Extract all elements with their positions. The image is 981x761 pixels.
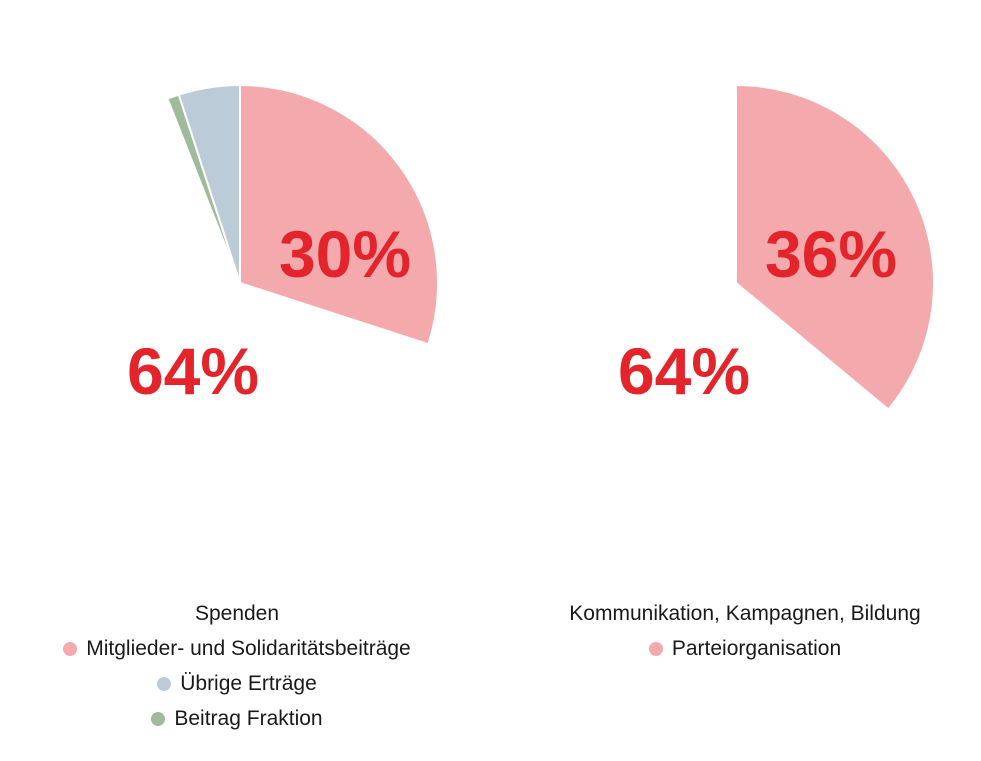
slice-parteiorganisation (735, 83, 935, 411)
legend-label: Kommunikation, Kampagnen, Bildung (569, 602, 921, 625)
pie-right: 36% 64% (618, 83, 935, 411)
legend-item-fraktion: Beitrag Fraktion (7, 701, 467, 736)
legend-dot-blue (157, 677, 172, 691)
legend-label: Parteiorganisation (671, 637, 842, 660)
pie-left-label-64: 64% (127, 334, 259, 408)
legend-item-parteiorganisation: Parteiorganisation (515, 631, 975, 666)
legend-item-mitglieder: Mitglieder- und Solidaritätsbeiträge (7, 631, 467, 666)
pie-right-label-36: 36% (765, 217, 897, 291)
legend-label: Mitglieder- und Solidaritätsbeiträge (86, 637, 411, 660)
pie-left-label-30: 30% (279, 217, 411, 291)
legend-right: Kommunikation, Kampagnen, Bildung Partei… (515, 596, 975, 666)
legend-left: Spenden Mitglieder- und Solidaritätsbeit… (7, 596, 467, 736)
legend-item-spenden: Spenden (7, 596, 467, 631)
legend-dot-pink (63, 642, 78, 656)
slice-mitgliederbeitraege (239, 83, 439, 346)
legend-dot-pink (648, 642, 663, 656)
pie-left: 30% 64% (127, 83, 439, 408)
legend-label: Übrige Erträge (180, 672, 317, 695)
legend-dot-green (151, 712, 166, 726)
legend-item-uebrige: Übrige Erträge (7, 666, 467, 701)
slice-uebrige-ertraege (177, 83, 241, 284)
legend-label: Spenden (194, 602, 280, 625)
pie-right-label-64: 64% (618, 334, 750, 408)
legend-item-kommunikation: Kommunikation, Kampagnen, Bildung (515, 596, 975, 631)
legend-label: Beitrag Fraktion (174, 707, 323, 730)
